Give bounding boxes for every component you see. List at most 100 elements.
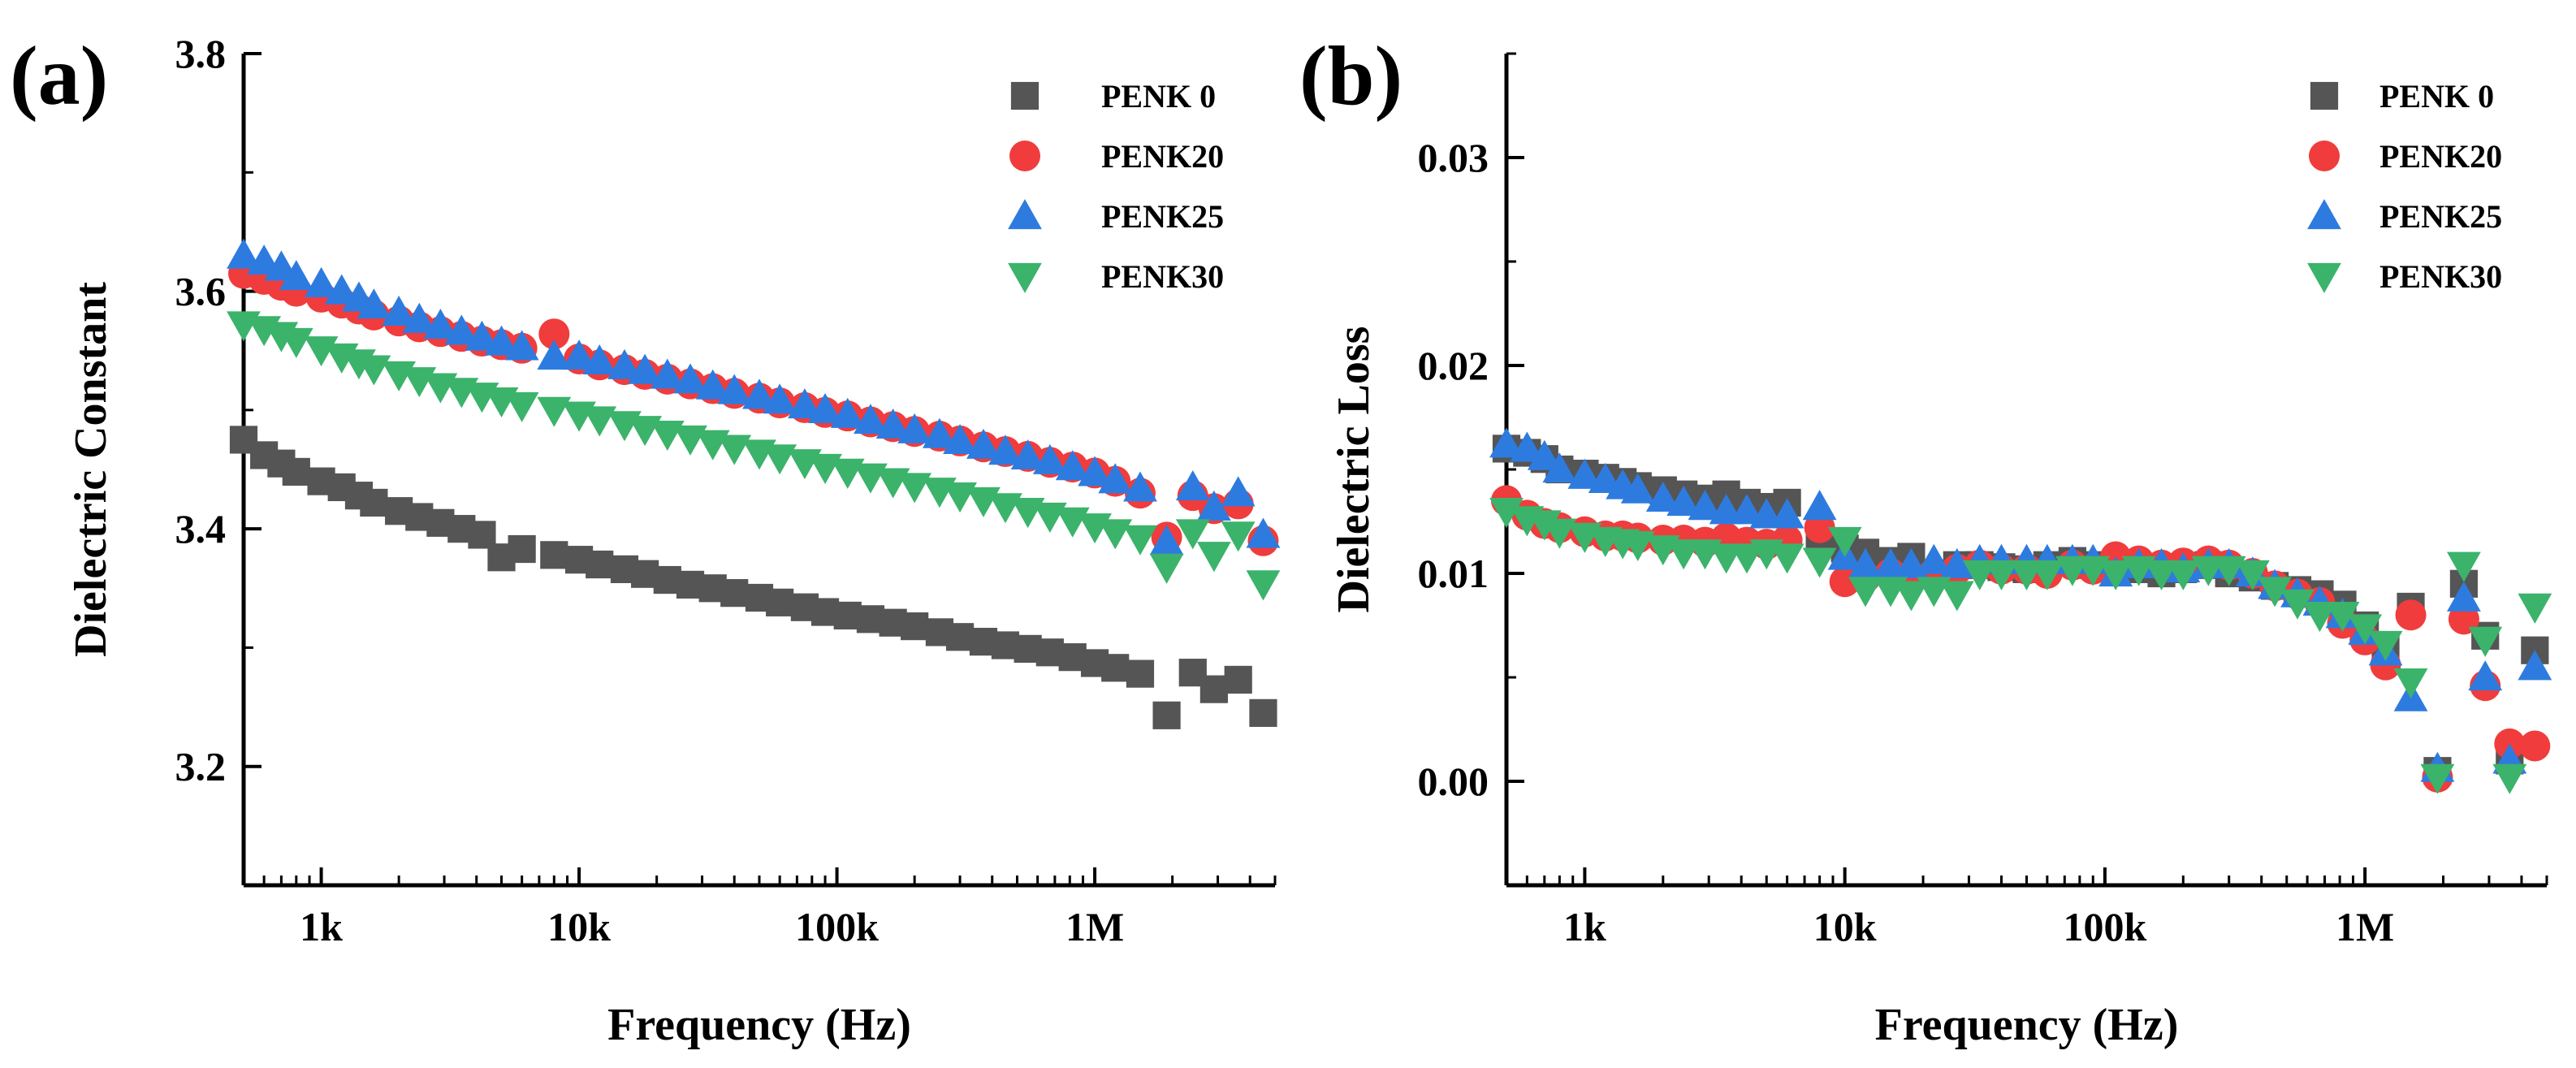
- data-point: [901, 612, 929, 641]
- legend-label: PENK30: [1101, 258, 1224, 295]
- legend-marker: [2310, 81, 2339, 110]
- data-point: [1246, 517, 1281, 548]
- data-point: [1149, 553, 1184, 584]
- data-point: [766, 588, 794, 616]
- data-point: [2393, 668, 2428, 699]
- legend-marker: [2307, 199, 2341, 230]
- panel-label: (b): [1299, 29, 1403, 123]
- x-axis-title: Frequency (Hz): [1875, 1000, 2179, 1050]
- y-tick-label: 3.2: [175, 744, 227, 789]
- data-point: [2211, 556, 2246, 586]
- data-point: [897, 473, 932, 504]
- data-point: [1196, 542, 1231, 573]
- x-tick-label: 100k: [2063, 904, 2146, 949]
- legend-label: PENK20: [2379, 138, 2502, 175]
- data-point: [1527, 439, 1562, 470]
- data-point: [945, 623, 975, 651]
- data-point: [1645, 481, 1680, 512]
- data-point: [2420, 763, 2455, 794]
- data-point: [2395, 599, 2427, 631]
- data-point: [1939, 581, 1974, 612]
- data-point: [1123, 525, 1157, 556]
- data-point: [1620, 531, 1655, 562]
- series-penk30: [227, 311, 1281, 601]
- data-point: [282, 457, 310, 486]
- data-point: [1802, 547, 1837, 578]
- y-tick-label: 3.8: [175, 31, 227, 76]
- data-point: [1620, 473, 1655, 504]
- data-point: [1098, 463, 1133, 494]
- x-tick-label: 1k: [1563, 904, 1606, 949]
- data-point: [1101, 654, 1130, 682]
- data-point: [2348, 614, 2383, 645]
- data-point: [1984, 560, 2019, 590]
- data-point: [2166, 560, 2201, 590]
- data-point: [1175, 470, 1210, 501]
- data-point: [537, 396, 572, 427]
- series-penk0: [1492, 435, 2549, 785]
- data-point: [763, 383, 797, 414]
- data-point: [382, 296, 417, 326]
- data-point: [1249, 698, 1277, 727]
- data-point: [943, 423, 977, 455]
- x-tick-label: 100k: [795, 904, 879, 949]
- data-point: [444, 314, 479, 345]
- data-point: [808, 392, 842, 424]
- data-point: [508, 534, 536, 564]
- data-point: [875, 408, 910, 439]
- data-point: [1688, 490, 1722, 521]
- data-point: [2468, 626, 2503, 657]
- data-point: [1917, 543, 1951, 574]
- y-tick-label: 0.02: [1418, 343, 1489, 388]
- data-point: [1827, 526, 1862, 557]
- data-point: [1055, 450, 1090, 481]
- data-point: [1802, 490, 1837, 521]
- legend-marker: [1009, 141, 1040, 171]
- x-tick-label: 10k: [547, 904, 611, 949]
- data-point: [1152, 701, 1181, 729]
- data-point: [504, 391, 539, 422]
- data-point: [966, 428, 1001, 459]
- legend-marker: [2309, 141, 2340, 171]
- data-point: [2235, 560, 2270, 590]
- data-point: [1666, 486, 1701, 517]
- data-point: [673, 363, 707, 394]
- data-point: [2447, 581, 2481, 612]
- series-penk25: [227, 238, 1281, 556]
- data-point: [1175, 519, 1210, 550]
- data-point: [742, 378, 776, 409]
- x-tick-label: 1M: [1065, 904, 1124, 949]
- x-tick-label: 10k: [1813, 904, 1877, 949]
- data-point: [1894, 581, 1929, 612]
- y-tick-label: 3.4: [175, 506, 227, 551]
- data-point: [279, 327, 313, 358]
- data-point: [2368, 630, 2403, 661]
- data-point: [1199, 675, 1228, 703]
- data-point: [2447, 551, 2481, 582]
- data-point: [2280, 589, 2315, 620]
- y-tick-label: 0.00: [1418, 759, 1489, 804]
- data-point: [1730, 494, 1764, 525]
- data-point: [357, 288, 391, 319]
- series-penk0: [229, 426, 1277, 729]
- data-point: [695, 369, 730, 400]
- data-point: [1527, 510, 1562, 541]
- data-point: [465, 320, 499, 351]
- data-point: [538, 318, 570, 350]
- data-point: [923, 417, 957, 448]
- data-point: [717, 374, 752, 404]
- data-point: [2492, 763, 2527, 794]
- data-point: [1221, 476, 1256, 507]
- data-point: [2519, 730, 2551, 762]
- data-point: [1730, 543, 1764, 574]
- data-point: [943, 482, 977, 513]
- legend-label: PENK30: [2379, 258, 2502, 295]
- data-point: [537, 339, 572, 370]
- data-point: [1224, 665, 1252, 694]
- data-point: [830, 397, 865, 428]
- data-point: [1489, 427, 1524, 458]
- data-point: [1542, 518, 1577, 549]
- data-point: [2518, 650, 2552, 681]
- data-point: [2518, 593, 2552, 624]
- data-point: [357, 355, 391, 386]
